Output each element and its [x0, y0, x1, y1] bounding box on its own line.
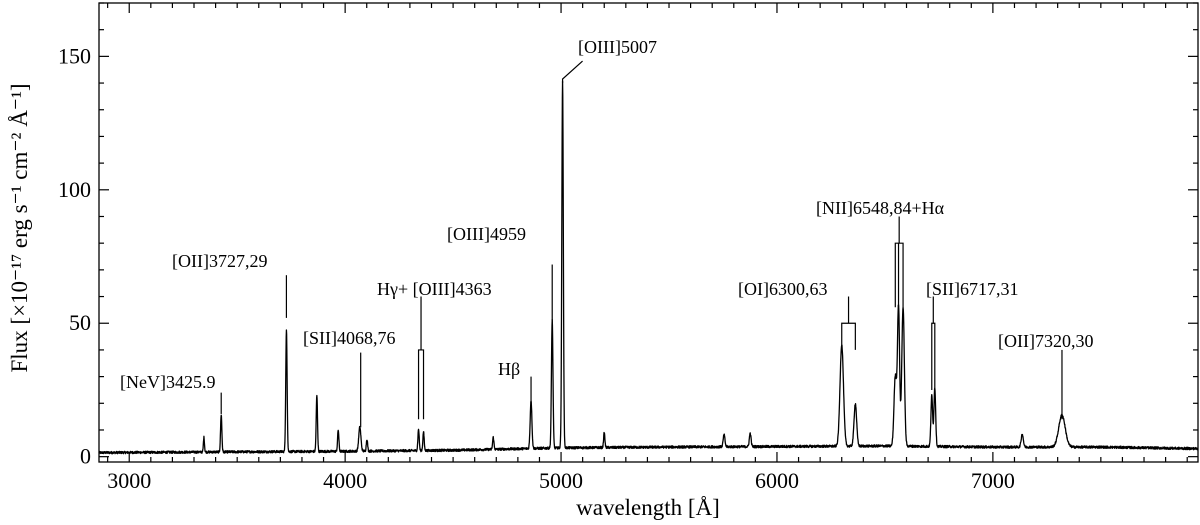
annotation: [OIII]4959 [447, 224, 553, 324]
y-tick-label: 150 [58, 43, 91, 68]
annotation-bracket [931, 296, 936, 390]
annotation-leader [561, 60, 583, 84]
plot-area-border [98, 2, 1199, 463]
y-tick-label: 50 [69, 310, 91, 335]
x-tick-label: 6000 [755, 468, 799, 493]
annotation-label: [NeV]3425.9 [120, 372, 215, 392]
x-tick-label: 7000 [971, 468, 1015, 493]
annotation: Hβ [498, 359, 532, 404]
annotation-label: [OII]7320,30 [998, 331, 1093, 351]
x-tick-label: 5000 [539, 468, 583, 493]
x-tick-label: 3000 [107, 468, 151, 493]
annotation-label: [OI]6300,63 [738, 279, 827, 299]
plot-frame [98, 2, 1199, 463]
spectrum-series [98, 80, 1199, 455]
line-annotations: [NeV]3425.9 [OII]3727,29 [SII]4068,76 Hγ+ [… [120, 37, 1093, 428]
annotation-label: [NII]6548,84+Hα [816, 198, 945, 218]
spectrum-line [98, 80, 1199, 455]
tick-labels: 3000 4000 5000 6000 7000 0 50 100 150 [58, 43, 1015, 493]
annotation: [OII]7320,30 [998, 331, 1093, 420]
x-tick-label: 4000 [323, 468, 367, 493]
axis-ticks [99, 2, 1198, 462]
x-axis-label: wavelength [Å] [576, 495, 720, 520]
y-tick-label: 100 [58, 177, 91, 202]
annotation-label: [OII]3727,29 [172, 251, 267, 271]
annotation-label: Hβ [498, 359, 520, 379]
annotation-label: [SII]6717,31 [926, 279, 1019, 299]
annotation: [NeV]3425.9 [120, 372, 222, 414]
annotation-bracket [894, 216, 904, 308]
annotation-label: Hγ+ [OIII]4363 [377, 279, 492, 299]
annotation: [OII]3727,29 [172, 251, 288, 318]
annotation: [OIII]5007 [561, 37, 657, 84]
annotation-bracket [417, 296, 425, 420]
y-axis-label: Flux [×10⁻¹⁷ erg s⁻¹ cm⁻² Å⁻¹] [7, 84, 32, 373]
annotation-bracket [841, 296, 856, 350]
annotation: [OI]6300,63 [738, 279, 856, 350]
annotation-label: [OIII]5007 [578, 37, 657, 57]
y-tick-label: 0 [80, 444, 91, 469]
annotation: [SII]4068,76 [303, 328, 396, 428]
annotation-label: [OIII]4959 [447, 224, 526, 244]
annotation: Hγ+ [OIII]4363 [377, 279, 492, 420]
annotation: [SII]6717,31 [926, 279, 1019, 390]
annotation: [NII]6548,84+Hα [816, 198, 945, 308]
annotation-label: [SII]4068,76 [303, 328, 396, 348]
